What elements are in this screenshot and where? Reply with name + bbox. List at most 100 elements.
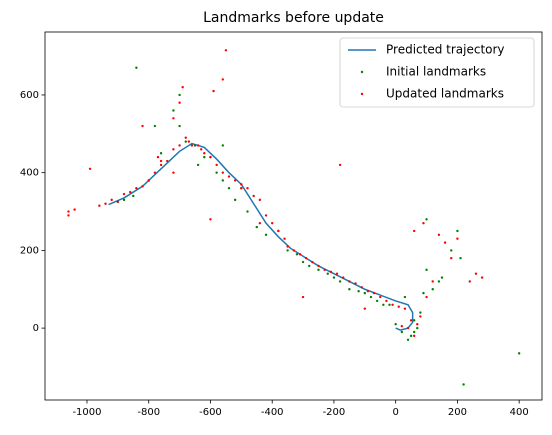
y-tick-label: 600 [20,90,39,101]
landmark-point [187,140,191,143]
landmark-point [246,210,249,213]
landmark-point [437,233,441,237]
x-tick-label: -1000 [72,407,101,418]
landmark-point [357,289,360,293]
legend-label: Updated landmarks [386,87,504,101]
landmark-point [317,268,320,272]
x-tick-label: -800 [137,407,160,418]
landmark-point [255,225,258,229]
landmark-point [419,315,422,318]
legend-marker [360,92,364,96]
landmark-point [342,276,345,279]
landmark-point [400,330,404,334]
landmark-point [178,101,181,104]
landmark-point [474,272,478,275]
landmark-point [413,334,416,338]
landmark-point [431,288,434,291]
landmark-point [354,282,357,285]
landmark-point [196,163,200,167]
landmark-point [209,155,212,159]
landmark-point [264,214,268,217]
landmark-point [443,241,447,244]
landmark-point [193,144,197,147]
landmark-point [147,179,150,182]
legend-marker [360,70,364,74]
landmark-point [246,187,249,190]
landmark-point [450,256,453,260]
landmark-point [422,221,425,225]
landmark-point [203,155,206,159]
landmark-point [200,148,203,151]
landmark-point [67,210,70,213]
landmark-point [419,311,422,314]
landmark-point [178,93,181,97]
landmark-point [172,171,175,174]
landmark-point [372,291,376,295]
landmark-point [135,187,138,190]
landmark-point [403,307,407,310]
landmark-point [459,256,462,260]
landmark-point [317,264,320,268]
landmark-point [326,272,329,275]
landmark-point [416,326,419,330]
landmark-point [172,117,175,120]
landmark-point [190,144,194,147]
landmark-point [409,319,413,322]
landmark-point [178,144,181,147]
trajectory-line [108,142,414,331]
landmark-point [172,148,175,151]
landmark-point [209,218,212,221]
landmark-point [88,167,92,170]
legend-label: Predicted trajectory [386,43,505,57]
landmark-point [397,305,400,308]
landmark-point [338,280,342,283]
landmark-point [480,276,484,279]
landmark-point [301,295,305,299]
legend-box [339,37,535,108]
y-tick-label: 0 [33,323,39,334]
landmark-point [292,249,296,252]
landmark-point [379,295,382,299]
landmark-point [304,256,308,260]
landmark-point [517,352,521,355]
landmark-point [456,237,459,240]
landmark-point [116,200,120,204]
landmark-point [413,330,416,334]
x-tick-label: -400 [261,407,284,418]
landmark-point [348,288,351,291]
landmark-point [159,159,163,163]
y-tick-label: 400 [20,168,39,179]
landmark-point [159,152,163,155]
landmark-point [301,260,305,264]
landmark-point [406,326,410,330]
landmark-point [369,295,373,299]
landmark-point [413,229,416,233]
landmark-point [385,299,388,303]
landmark-point [431,280,434,283]
landmark-point [332,276,336,279]
landmark-point [141,124,144,128]
landmark-point [233,179,237,182]
landmark-point [363,307,367,310]
landmark-point [375,299,379,303]
landmark-point [413,319,416,322]
x-tick-label: -600 [199,407,222,418]
landmark-point [425,218,428,221]
landmark-point [153,124,157,128]
landmark-point [382,303,385,306]
landmark-point [166,159,169,163]
landmark-point [129,190,132,194]
y-tick-label: 200 [20,245,39,256]
landmark-point [456,229,459,233]
landmark-point [295,253,299,256]
landmark-point [388,303,391,306]
landmark-point [67,214,70,217]
landmark-point [298,253,302,256]
landmark-point [394,323,397,326]
landmark-point [221,171,225,174]
landmark-point [178,124,181,128]
landmark-point [422,291,425,295]
legend-label: Initial landmarks [386,65,486,79]
landmark-point [363,291,367,295]
landmark-point [406,338,410,341]
